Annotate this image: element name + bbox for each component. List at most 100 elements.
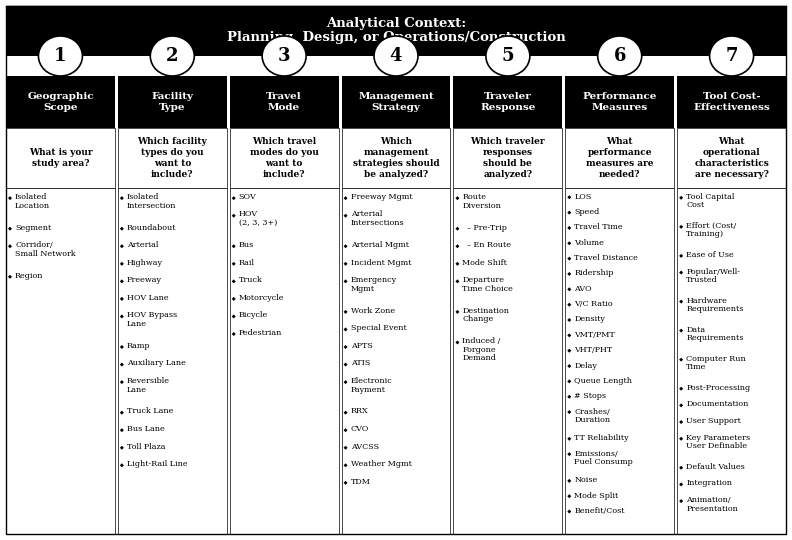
Text: Tool Capital
Cost: Tool Capital Cost bbox=[686, 193, 734, 210]
Bar bbox=[118, 188, 227, 534]
Text: Corridor/
Small Network: Corridor/ Small Network bbox=[15, 241, 76, 258]
Text: Route
Diversion: Route Diversion bbox=[463, 193, 501, 210]
Text: Motorcycle: Motorcycle bbox=[238, 294, 284, 302]
Polygon shape bbox=[344, 446, 348, 450]
Text: Light-Rail Line: Light-Rail Line bbox=[127, 460, 188, 468]
Polygon shape bbox=[680, 225, 683, 229]
Polygon shape bbox=[344, 428, 348, 432]
Polygon shape bbox=[120, 196, 124, 200]
Text: Incident Mgmt: Incident Mgmt bbox=[351, 259, 411, 267]
Text: Mode Split: Mode Split bbox=[574, 491, 619, 500]
Text: Management
Strategy: Management Strategy bbox=[358, 92, 434, 112]
Text: Key Parameters
User Definable: Key Parameters User Definable bbox=[686, 434, 750, 450]
Bar bbox=[565, 128, 674, 188]
Polygon shape bbox=[344, 481, 348, 485]
Polygon shape bbox=[567, 479, 571, 483]
Text: Analytical Context:: Analytical Context: bbox=[326, 17, 466, 30]
Polygon shape bbox=[567, 226, 571, 230]
Text: Planning, Design, or Operations/Construction: Planning, Design, or Operations/Construc… bbox=[227, 31, 565, 44]
Polygon shape bbox=[344, 262, 348, 266]
Ellipse shape bbox=[39, 36, 82, 76]
Polygon shape bbox=[455, 310, 459, 314]
Text: Roundabout: Roundabout bbox=[127, 224, 177, 232]
Ellipse shape bbox=[485, 36, 530, 76]
Polygon shape bbox=[567, 364, 571, 368]
Text: Delay: Delay bbox=[574, 361, 597, 369]
Polygon shape bbox=[120, 463, 124, 467]
Text: Post-Processing: Post-Processing bbox=[686, 384, 750, 392]
Polygon shape bbox=[120, 410, 124, 415]
Polygon shape bbox=[120, 244, 124, 248]
Text: APTS: APTS bbox=[351, 342, 372, 350]
Text: Effort (Cost/
Training): Effort (Cost/ Training) bbox=[686, 222, 737, 239]
Text: Traveler
Response: Traveler Response bbox=[480, 92, 535, 112]
Polygon shape bbox=[680, 403, 683, 407]
Text: Ridership: Ridership bbox=[574, 269, 614, 278]
Text: Emergency
Mgmt: Emergency Mgmt bbox=[351, 276, 397, 293]
Polygon shape bbox=[120, 446, 124, 450]
Text: HOV
(2, 3, 3+): HOV (2, 3, 3+) bbox=[238, 211, 277, 227]
Text: 4: 4 bbox=[390, 47, 402, 65]
Polygon shape bbox=[232, 262, 236, 266]
Text: Electronic
Payment: Electronic Payment bbox=[351, 377, 392, 394]
Bar bbox=[454, 128, 562, 188]
Polygon shape bbox=[455, 279, 459, 284]
Text: Arterial
Intersections: Arterial Intersections bbox=[351, 211, 404, 227]
Polygon shape bbox=[344, 196, 348, 200]
Text: Segment: Segment bbox=[15, 224, 51, 232]
Polygon shape bbox=[232, 297, 236, 301]
Polygon shape bbox=[344, 244, 348, 248]
Polygon shape bbox=[455, 227, 459, 231]
Text: Travel Distance: Travel Distance bbox=[574, 254, 638, 262]
Polygon shape bbox=[344, 279, 348, 284]
Text: LOS: LOS bbox=[574, 193, 592, 201]
Bar bbox=[6, 128, 115, 188]
Text: Geographic
Scope: Geographic Scope bbox=[27, 92, 93, 112]
Text: What
operational
characteristics
are necessary?: What operational characteristics are nec… bbox=[695, 137, 769, 179]
Polygon shape bbox=[567, 195, 571, 199]
Polygon shape bbox=[680, 329, 683, 333]
Bar bbox=[6, 76, 115, 128]
Text: AVO: AVO bbox=[574, 285, 592, 293]
Text: Animation/
Presentation: Animation/ Presentation bbox=[686, 496, 738, 513]
Polygon shape bbox=[455, 196, 459, 200]
Text: Which facility
types do you
want to
include?: Which facility types do you want to incl… bbox=[137, 137, 208, 179]
Text: 6: 6 bbox=[614, 47, 626, 65]
Polygon shape bbox=[567, 510, 571, 514]
Text: Performance
Measures: Performance Measures bbox=[583, 92, 657, 112]
Bar bbox=[230, 76, 338, 128]
Text: TDM: TDM bbox=[351, 478, 371, 485]
Polygon shape bbox=[567, 287, 571, 291]
Polygon shape bbox=[120, 428, 124, 432]
Polygon shape bbox=[232, 244, 236, 248]
Text: User Support: User Support bbox=[686, 417, 741, 425]
Text: Emissions/
Fuel Consump: Emissions/ Fuel Consump bbox=[574, 450, 633, 466]
Polygon shape bbox=[567, 211, 571, 214]
Ellipse shape bbox=[374, 36, 418, 76]
Text: Pedestrian: Pedestrian bbox=[238, 329, 282, 337]
Text: Isolated
Intersection: Isolated Intersection bbox=[127, 193, 177, 210]
Polygon shape bbox=[344, 345, 348, 349]
Text: Integration: Integration bbox=[686, 480, 732, 488]
Text: Highway: Highway bbox=[127, 259, 163, 267]
Bar bbox=[341, 76, 451, 128]
Text: Travel Time: Travel Time bbox=[574, 224, 623, 232]
Bar bbox=[230, 188, 338, 534]
Text: Data
Requirements: Data Requirements bbox=[686, 326, 744, 342]
Polygon shape bbox=[680, 499, 683, 503]
Text: Induced /
Forgone
Demand: Induced / Forgone Demand bbox=[463, 338, 501, 362]
Text: Which travel
modes do you
want to
include?: Which travel modes do you want to includ… bbox=[249, 137, 318, 179]
Text: ATIS: ATIS bbox=[351, 359, 370, 367]
Text: V/C Ratio: V/C Ratio bbox=[574, 300, 613, 308]
Text: What is your
study area?: What is your study area? bbox=[29, 148, 92, 168]
Text: Computer Run
Time: Computer Run Time bbox=[686, 355, 746, 372]
Polygon shape bbox=[567, 494, 571, 498]
Text: 3: 3 bbox=[278, 47, 291, 65]
Bar bbox=[118, 128, 227, 188]
Polygon shape bbox=[120, 227, 124, 231]
Text: TT Reliability: TT Reliability bbox=[574, 434, 629, 442]
Polygon shape bbox=[8, 275, 12, 279]
Text: Tool Cost-
Effectiveness: Tool Cost- Effectiveness bbox=[693, 92, 770, 112]
Polygon shape bbox=[8, 196, 12, 200]
Polygon shape bbox=[120, 262, 124, 266]
